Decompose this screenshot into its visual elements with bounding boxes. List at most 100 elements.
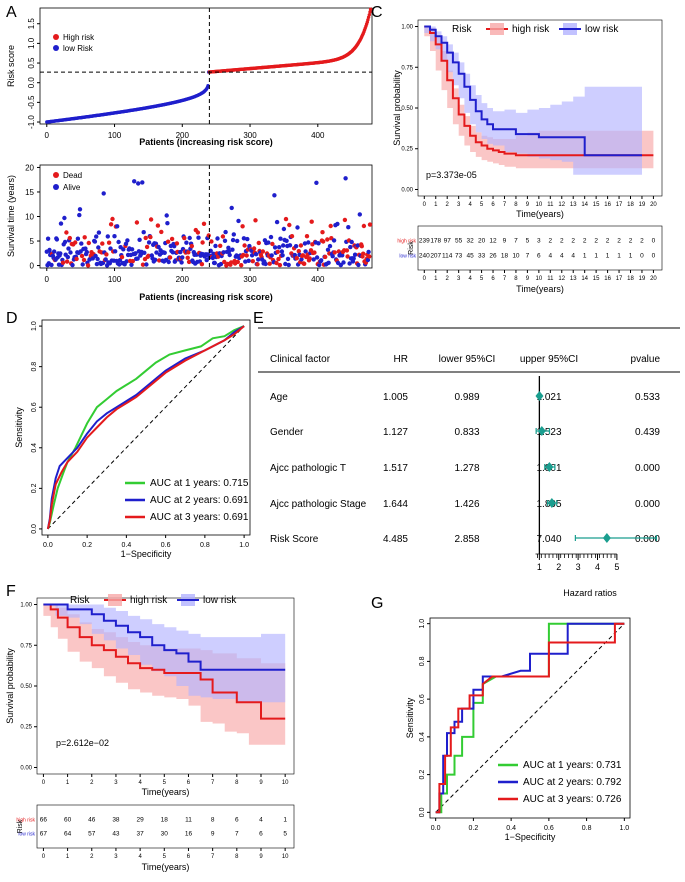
legend-low-risk: low risk bbox=[585, 24, 619, 35]
y-tick-label: 0.25 bbox=[20, 725, 32, 731]
y-tick-label: 1.5 bbox=[27, 18, 36, 30]
forest-lower-ci: 1.426 bbox=[454, 499, 479, 510]
survival-point bbox=[218, 261, 224, 267]
survival-point bbox=[167, 255, 173, 260]
forest-header-0: Clinical factor bbox=[270, 354, 331, 365]
risk-table-x-tick-label: 13 bbox=[570, 276, 577, 282]
survival-point bbox=[367, 254, 372, 259]
risk-table-count: 12 bbox=[489, 238, 497, 245]
survival-point bbox=[100, 241, 105, 246]
survival-point bbox=[77, 212, 82, 218]
survival-point bbox=[359, 244, 364, 249]
x-tick-label: 3 bbox=[114, 780, 118, 786]
forest-hr: 1.644 bbox=[383, 499, 408, 510]
survival-point bbox=[66, 246, 71, 251]
survival-point bbox=[274, 219, 280, 225]
y-tick-label: 1.0 bbox=[27, 37, 36, 49]
survival-point bbox=[86, 240, 92, 246]
survival-point bbox=[283, 261, 288, 267]
roc-curve-1-year bbox=[46, 325, 245, 530]
survival-point bbox=[295, 225, 300, 230]
survival-point bbox=[184, 240, 189, 245]
y-axis-label: Survival time (years) bbox=[6, 175, 16, 257]
x-tick-label: 0.8 bbox=[582, 825, 592, 832]
survival-point bbox=[49, 262, 54, 268]
diagonal-reference bbox=[47, 325, 245, 530]
risk-table-count: 18 bbox=[161, 816, 169, 823]
x-tick-label: 15 bbox=[593, 202, 600, 208]
survival-point bbox=[304, 234, 310, 239]
survival-point bbox=[253, 218, 258, 223]
survival-point bbox=[245, 236, 250, 242]
y-tick-label: 0.00 bbox=[401, 187, 413, 193]
survival-point bbox=[90, 256, 96, 261]
forest-x-tick-label: 2 bbox=[556, 562, 561, 572]
survival-point bbox=[303, 249, 308, 254]
survival-point bbox=[146, 253, 151, 258]
forest-hr-diamond bbox=[602, 533, 611, 543]
survival-point bbox=[218, 243, 223, 248]
roc-frame-G bbox=[429, 617, 631, 819]
survival-point bbox=[227, 252, 232, 258]
survival-point bbox=[314, 255, 320, 260]
survival-point bbox=[306, 240, 311, 245]
survival-point bbox=[64, 230, 69, 235]
survival-point bbox=[52, 249, 57, 254]
survival-point bbox=[349, 239, 354, 245]
y-tick-label: 10 bbox=[25, 213, 34, 222]
survival-point bbox=[142, 250, 147, 255]
x-tick-label: 8 bbox=[235, 780, 239, 786]
risk-table-count: 20 bbox=[478, 238, 486, 245]
risk-table-count: 2 bbox=[629, 238, 633, 245]
legend-dead-marker bbox=[53, 172, 59, 178]
risk-table-x-tick-label: 5 bbox=[163, 854, 167, 860]
survival-point bbox=[366, 249, 371, 255]
survival-point bbox=[256, 257, 261, 262]
survival-point bbox=[270, 241, 275, 247]
risk-table-count: 1 bbox=[583, 252, 587, 259]
risk-table-count: 8 bbox=[211, 816, 215, 823]
survival-point bbox=[285, 256, 291, 262]
forest-hr: 1.005 bbox=[383, 392, 408, 403]
y-tick-label: 1.0 bbox=[31, 321, 38, 331]
survival-point bbox=[123, 241, 129, 246]
survival-point bbox=[279, 249, 285, 254]
x-tick-label: 10 bbox=[536, 202, 543, 208]
survival-point bbox=[103, 257, 108, 262]
panel-label-E: E bbox=[253, 310, 264, 327]
survival-point bbox=[119, 254, 125, 260]
y-tick-label: 1.00 bbox=[401, 25, 413, 31]
survival-point bbox=[281, 226, 287, 232]
survival-point bbox=[272, 245, 278, 250]
x-axis-label: Patients (increasing risk score) bbox=[139, 137, 273, 147]
survival-point bbox=[186, 250, 191, 255]
survival-point bbox=[241, 236, 247, 241]
risk-table-count: 2 bbox=[548, 238, 552, 245]
survival-point bbox=[164, 213, 169, 218]
risk-table-count: 1 bbox=[283, 816, 287, 823]
risk-table-count: 2 bbox=[606, 238, 610, 245]
x-axis-label: Time(years) bbox=[516, 209, 564, 219]
x-axis-label: 1−Specificity bbox=[505, 832, 556, 842]
survival-point bbox=[186, 259, 192, 265]
forest-hr-diamond bbox=[547, 498, 556, 508]
y-tick-label: 0.6 bbox=[31, 402, 38, 412]
survival-point bbox=[85, 263, 91, 268]
survival-point bbox=[137, 237, 142, 242]
survival-point bbox=[54, 237, 60, 242]
y-tick-label: 20 bbox=[25, 163, 34, 172]
legend-auc-1: AUC at 1 years: 0.715 bbox=[150, 478, 249, 489]
risk-table-x-tick-label: 3 bbox=[457, 276, 461, 282]
survival-point bbox=[222, 259, 227, 265]
survival-point bbox=[212, 260, 217, 266]
survival-point bbox=[135, 256, 140, 261]
survival-point bbox=[148, 217, 154, 222]
survival-point bbox=[130, 258, 135, 264]
survival-point bbox=[65, 254, 71, 260]
survival-point bbox=[209, 239, 214, 244]
risk-table-count: 2 bbox=[617, 238, 621, 245]
risk-table-count: 0 bbox=[640, 252, 644, 259]
risk-table-x-tick-label: 6 bbox=[187, 854, 191, 860]
survival-point bbox=[316, 241, 321, 246]
survival-point bbox=[185, 255, 190, 260]
